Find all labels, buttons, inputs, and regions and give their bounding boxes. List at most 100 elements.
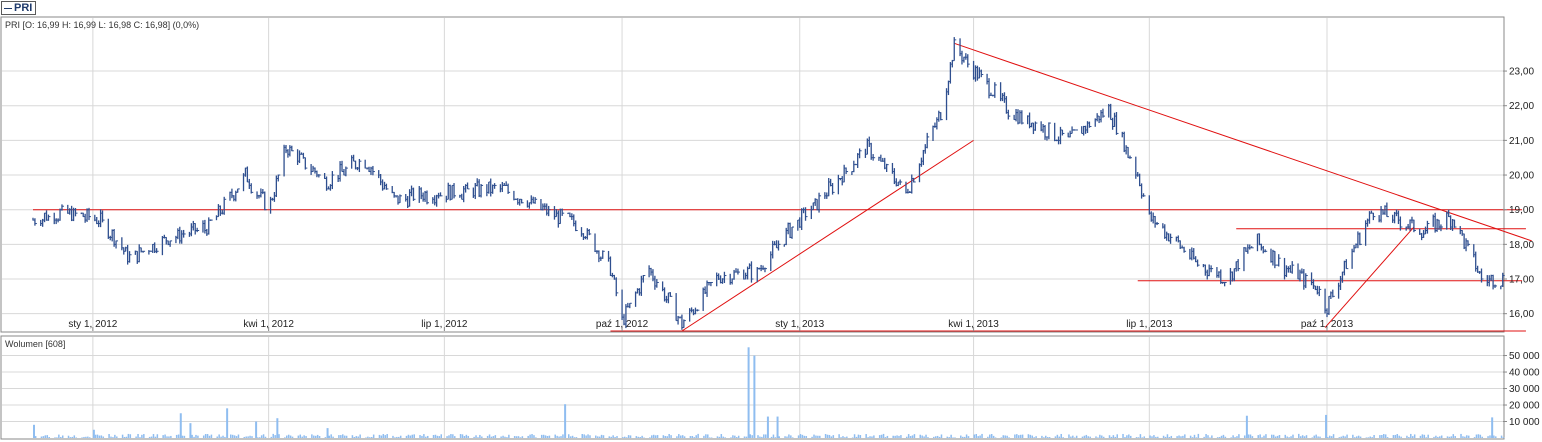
- volume-bar: [75, 437, 77, 438]
- volume-bar: [1466, 435, 1468, 438]
- volume-bar: [865, 434, 867, 438]
- volume-bar: [338, 435, 340, 438]
- volume-bar: [297, 435, 300, 438]
- volume-bar: [612, 435, 614, 438]
- volume-bar: [94, 434, 97, 438]
- volume-bar: [1292, 434, 1294, 438]
- volume-bar: [946, 436, 949, 438]
- volume-bar: [168, 436, 170, 438]
- volume-bar: [1046, 437, 1049, 438]
- volume-bar: [873, 435, 875, 438]
- volume-bar: [392, 435, 394, 438]
- volume-bar: [681, 435, 684, 438]
- volume-bar: [878, 435, 881, 438]
- volume-bar: [1454, 436, 1456, 438]
- volume-bar: [1002, 435, 1005, 438]
- volume-bar: [1087, 436, 1090, 438]
- volume-bar: [1477, 434, 1480, 438]
- volume-bar: [479, 434, 481, 438]
- volume-bar: [1085, 434, 1088, 438]
- trendline: [954, 42, 1532, 242]
- volume-bar: [990, 434, 993, 438]
- volume-bar: [614, 436, 616, 438]
- volume-bar: [83, 436, 85, 438]
- volume-bar: [467, 435, 470, 438]
- volume-bar: [1381, 435, 1383, 438]
- volume-bar: [189, 423, 192, 438]
- price-grid: [2, 18, 1503, 331]
- volume-bar: [141, 434, 143, 438]
- volume-bar: [1072, 435, 1074, 438]
- volume-bar: [600, 434, 603, 438]
- volume-bar: [703, 435, 705, 438]
- volume-bar: [233, 435, 236, 438]
- volume-bar: [56, 437, 58, 438]
- volume-bar: [992, 435, 995, 438]
- volume-bar: [1367, 437, 1370, 438]
- volume-bar: [396, 436, 398, 438]
- volume-bar: [622, 437, 624, 438]
- volume-bar: [313, 435, 315, 438]
- x-tick-label: sty 1, 2012: [68, 319, 117, 330]
- line-legend-icon: [4, 7, 12, 9]
- volume-bar: [181, 435, 184, 438]
- volume-bar: [1396, 434, 1399, 438]
- volume-bar: [981, 433, 983, 438]
- volume-bar: [1352, 434, 1354, 438]
- volume-bar: [730, 437, 732, 438]
- volume-bar: [218, 434, 220, 438]
- volume-bar: [494, 435, 497, 438]
- volume-bar: [260, 435, 263, 438]
- volume-bar: [1270, 434, 1273, 438]
- volume-bar: [749, 434, 752, 438]
- price-series: [32, 37, 1505, 330]
- volume-bar: [332, 436, 334, 438]
- volume-bar: [1182, 435, 1184, 438]
- volume-bar: [515, 436, 518, 438]
- volume-bar: [71, 436, 74, 438]
- volume-bar: [421, 435, 423, 438]
- volume-bar: [1162, 435, 1165, 438]
- volume-bar: [1060, 433, 1062, 438]
- symbol-tab[interactable]: PRI: [1, 1, 36, 15]
- volume-bar: [815, 435, 817, 438]
- volume-bar: [776, 416, 779, 438]
- volume-bar: [635, 436, 638, 438]
- volume-bar: [596, 436, 599, 438]
- volume-bar: [774, 437, 777, 438]
- volume-bar: [921, 435, 923, 438]
- volume-bar: [994, 437, 997, 438]
- volume-bar: [610, 436, 612, 438]
- volume-bar: [595, 435, 597, 438]
- volume-legend: Wolumen [608]: [5, 339, 65, 349]
- volume-bar: [554, 434, 556, 438]
- volume-bar: [270, 436, 273, 438]
- volume-bar: [1317, 436, 1319, 438]
- volume-bar: [1247, 434, 1250, 438]
- volume-bar: [585, 435, 587, 438]
- volume-bar: [370, 437, 373, 438]
- volume-bar: [258, 437, 261, 438]
- volume-bar: [481, 436, 483, 438]
- volume-bar: [1195, 437, 1198, 438]
- volume-bar: [409, 435, 412, 438]
- volume-bar: [797, 435, 800, 438]
- volume-bar: [884, 437, 887, 438]
- volume-bar: [710, 437, 713, 438]
- volume-bar: [977, 436, 979, 438]
- volume-bar: [844, 437, 846, 438]
- volume-bar: [1031, 435, 1034, 438]
- volume-bar: [898, 435, 900, 438]
- volume-bar: [303, 435, 305, 438]
- volume-bar: [745, 436, 748, 438]
- volume-bar: [869, 436, 871, 438]
- volume-bar: [477, 437, 479, 438]
- volume-bar: [716, 436, 719, 438]
- volume-bar: [224, 436, 226, 438]
- volume-bar: [734, 435, 736, 438]
- volume-bar: [517, 436, 520, 438]
- volume-bar: [938, 436, 941, 438]
- volume-bar: [654, 435, 657, 438]
- volume-bar: [1027, 434, 1030, 438]
- volume-bar: [803, 435, 806, 438]
